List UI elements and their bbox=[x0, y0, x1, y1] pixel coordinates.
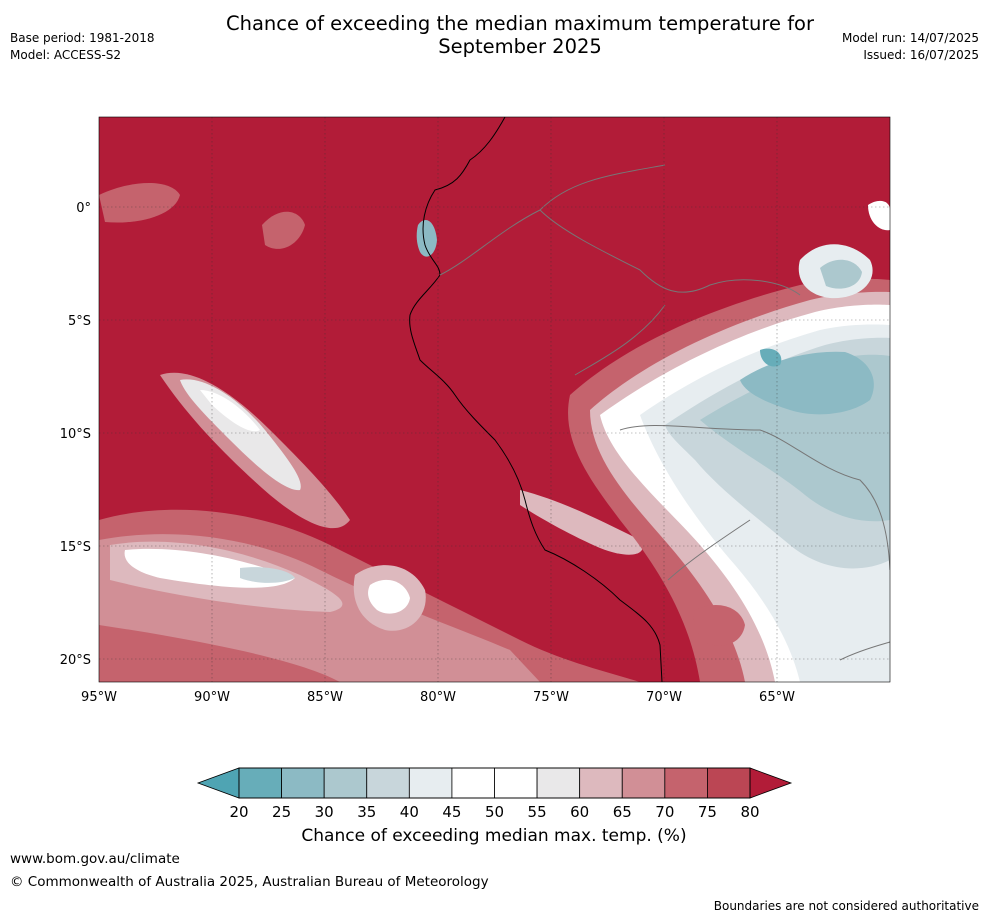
ocean-patch-north bbox=[99, 182, 180, 223]
lon-tick: 65°W bbox=[759, 690, 795, 705]
gulf-blob bbox=[416, 220, 437, 257]
coastline bbox=[409, 117, 663, 682]
ocean-blob-40 bbox=[240, 567, 295, 583]
footer-note: Boundaries are not considered authoritat… bbox=[713, 899, 979, 913]
ocean-patch-north-2 bbox=[262, 211, 305, 249]
lake-titicaca-area bbox=[693, 605, 745, 646]
colorbar-tick-label: 35 bbox=[357, 803, 376, 821]
ocean-diagonal-55 bbox=[180, 379, 301, 491]
colorbar-segment bbox=[323, 767, 368, 799]
colorbar-segment bbox=[664, 767, 708, 799]
lat-tick: 20°S bbox=[60, 653, 91, 668]
lat-tick: 0° bbox=[76, 201, 91, 216]
colorbar-tick-label: 55 bbox=[528, 803, 547, 821]
footer-copyright: © Commonwealth of Australia 2025, Austra… bbox=[10, 874, 489, 890]
colorbar-ticks: 20 25 30 35 40 45 50 55 60 65 70 75 80 bbox=[229, 803, 759, 821]
map-title: Chance of exceeding the median maximum t… bbox=[150, 12, 890, 58]
lon-tick: 90°W bbox=[194, 690, 230, 705]
colorbar: 20 25 30 35 40 45 50 55 60 65 70 75 80 bbox=[196, 767, 793, 821]
colorbar-tick-label: 50 bbox=[485, 803, 504, 821]
colorbar-segment bbox=[536, 767, 581, 799]
land-band-20 bbox=[760, 348, 782, 367]
footer-url[interactable]: www.bom.gov.au/climate bbox=[10, 851, 180, 867]
colorbar-segment bbox=[408, 767, 453, 799]
lon-tick: 85°W bbox=[307, 690, 343, 705]
model-run: Model run: 14/07/2025 bbox=[841, 31, 979, 45]
colorbar-tick-label: 80 bbox=[740, 803, 759, 821]
colorbar-segment bbox=[494, 767, 538, 799]
title-line-1: Chance of exceeding the median maximum t… bbox=[225, 12, 815, 35]
colorbar-label: Chance of exceeding median max. temp. (%… bbox=[301, 826, 687, 846]
lat-tick-labels: 0° 5°S 10°S 15°S 20°S bbox=[60, 201, 91, 668]
colorbar-segment bbox=[366, 767, 410, 799]
meta-right: Model run: 14/07/2025 Issued: 16/07/2025 bbox=[842, 30, 979, 64]
colorbar-tick-label: 70 bbox=[655, 803, 674, 821]
issued-date: Issued: 16/07/2025 bbox=[863, 48, 979, 62]
colorbar-segment bbox=[281, 767, 325, 799]
probability-field bbox=[99, 117, 890, 682]
colorbar-above-arrow bbox=[749, 767, 793, 799]
lat-tick: 5°S bbox=[68, 314, 91, 329]
colorbar-frame bbox=[238, 767, 751, 799]
ocean-diagonal-50 bbox=[200, 390, 260, 432]
country-borders bbox=[439, 164, 890, 661]
colorbar-segment bbox=[238, 767, 282, 799]
colorbar-segment bbox=[621, 767, 666, 799]
lon-tick: 80°W bbox=[420, 690, 456, 705]
base-period: Base period: 1981-2018 bbox=[10, 31, 155, 45]
lon-tick: 75°W bbox=[533, 690, 569, 705]
lon-tick: 95°W bbox=[81, 690, 117, 705]
meta-left: Base period: 1981-2018 Model: ACCESS-S2 bbox=[10, 30, 155, 64]
ocean-blob-south-50 bbox=[368, 579, 410, 614]
colorbar-below-arrow bbox=[196, 767, 240, 799]
title-line-2: September 2025 bbox=[438, 35, 602, 58]
coast-band-peru bbox=[520, 490, 643, 555]
colorbar-tick-label: 20 bbox=[229, 803, 248, 821]
lon-tick: 70°W bbox=[646, 690, 682, 705]
colorbar-segment bbox=[451, 767, 495, 799]
colorbar-tick-label: 40 bbox=[400, 803, 419, 821]
map-frame bbox=[98, 116, 891, 683]
lon-tick-labels: 95°W 90°W 85°W 80°W 75°W 70°W 65°W bbox=[81, 690, 795, 705]
lat-tick: 10°S bbox=[60, 427, 91, 442]
lat-tick: 15°S bbox=[60, 540, 91, 555]
amazon-blob-30 bbox=[820, 259, 862, 289]
colorbar-segment bbox=[707, 767, 751, 799]
colorbar-tick-label: 65 bbox=[613, 803, 632, 821]
colorbar-tick-label: 25 bbox=[272, 803, 291, 821]
ne-blob bbox=[868, 200, 890, 231]
colorbar-segment bbox=[579, 767, 623, 799]
colorbar-tick-label: 45 bbox=[442, 803, 461, 821]
land-band-25 bbox=[740, 351, 874, 415]
colorbar-tick-label: 75 bbox=[698, 803, 717, 821]
model-name: Model: ACCESS-S2 bbox=[10, 48, 122, 62]
colorbar-tick-label: 30 bbox=[315, 803, 334, 821]
colorbar-tick-label: 60 bbox=[570, 803, 589, 821]
colorbar-segments bbox=[238, 767, 751, 799]
